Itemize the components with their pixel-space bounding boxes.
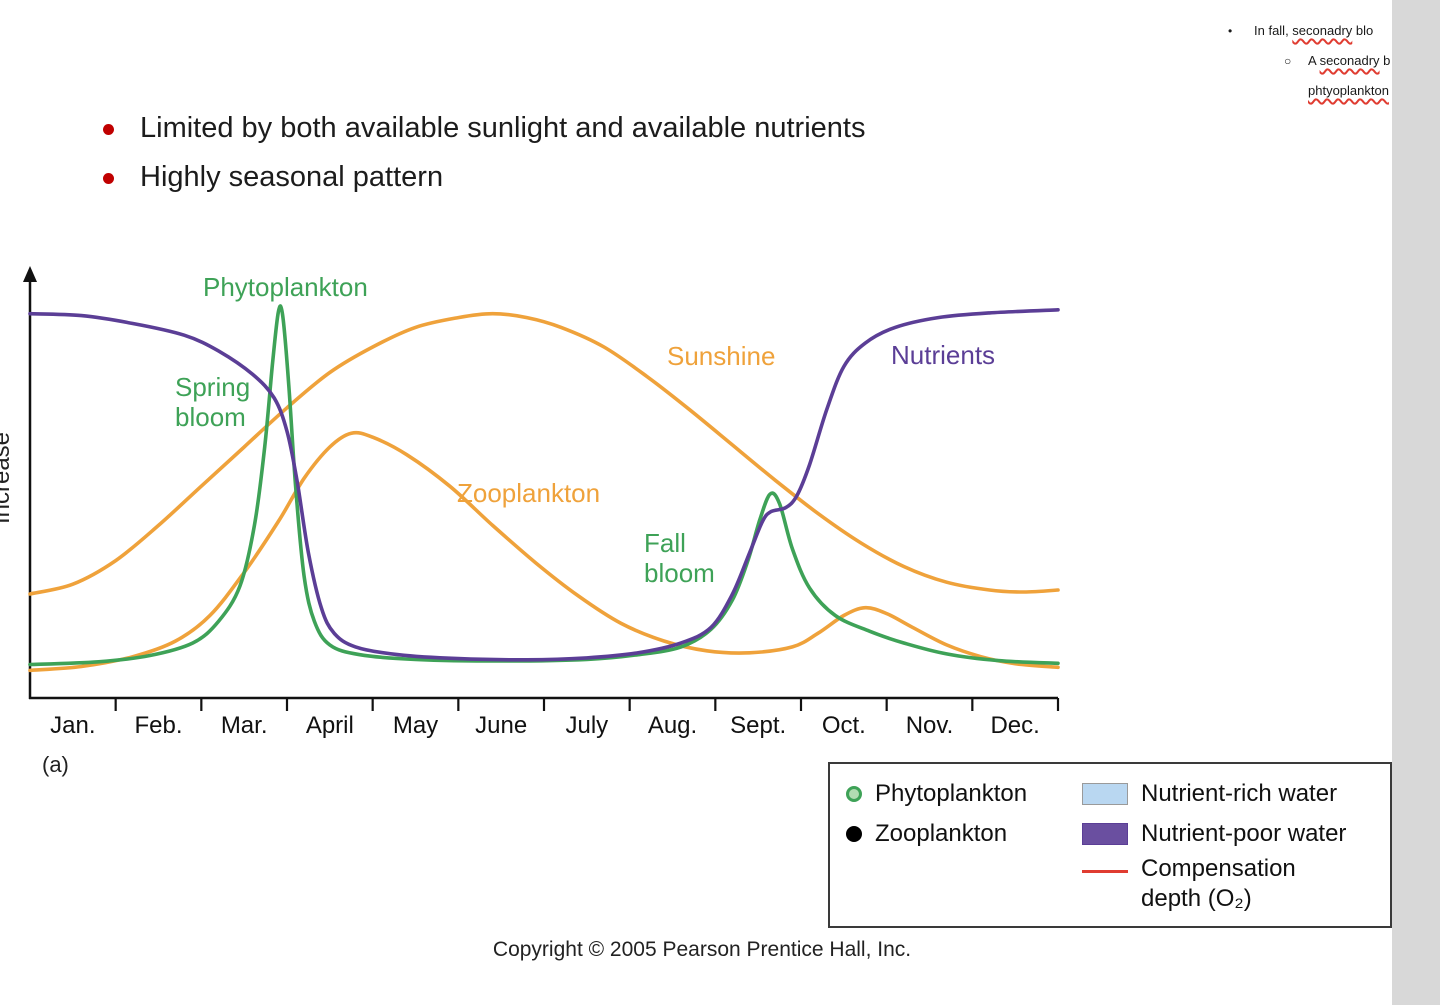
- note-text: phtyoplankton: [1308, 76, 1389, 105]
- series-curve-nutrients: [28, 308, 1060, 662]
- x-tick-label-jan: Jan.: [50, 712, 96, 739]
- series-curve-zooplankton: [28, 430, 1060, 673]
- note-text: A seconadry b: [1308, 46, 1390, 75]
- bullet-marker-icon: [103, 124, 114, 135]
- legend-column-2: Nutrient-rich water Nutrient-poor water Co…: [1082, 774, 1346, 914]
- circle-marker: ○: [1284, 54, 1292, 68]
- series-curve-phytoplankton: [28, 304, 1060, 667]
- legend-item-zooplankton: Zooplankton: [846, 814, 1027, 854]
- compensation-depth-line-icon: [1082, 870, 1128, 873]
- misspelled-word: phtyoplankton: [1308, 83, 1389, 98]
- legend-item-nutrient-rich-water: Nutrient-rich water: [1082, 774, 1346, 814]
- legend-label: Phytoplankton: [875, 780, 1028, 807]
- x-tick-label-aug: Aug.: [647, 712, 698, 739]
- x-tick-label-mar: Mar.: [220, 712, 268, 739]
- x-tick-label-dec: Dec.: [990, 712, 1040, 739]
- note-word: A: [1308, 53, 1320, 68]
- note-word: b: [1379, 53, 1391, 68]
- legend-item-compensation-depth-o-: Compensation depth (O₂): [1082, 854, 1346, 914]
- bullet-text: Highly seasonal pattern: [140, 161, 444, 193]
- bullet-item: Highly seasonal pattern: [103, 161, 865, 194]
- legend-column-1: Phytoplankton Zooplankton: [846, 774, 1027, 854]
- water-swatch-icon: [1082, 823, 1128, 845]
- x-tick-label-sept: Sept.: [730, 712, 787, 739]
- legend-label: Nutrient-poor water: [1141, 820, 1347, 847]
- note-word: In fall,: [1254, 23, 1293, 38]
- phytoplankton-circle-icon: [846, 786, 862, 802]
- y-axis-arrow-icon: [23, 266, 37, 282]
- x-tick-label-oct: Oct.: [821, 712, 866, 739]
- note-text: In fall, seconadry blo: [1254, 16, 1373, 45]
- bullet-list: Limited by both available sunlight and a…: [103, 112, 865, 210]
- x-tick-label-april: April: [305, 712, 354, 739]
- legend-item-nutrient-poor-water: Nutrient-poor water: [1082, 814, 1346, 854]
- legend-label: Compensation depth (O₂): [1141, 855, 1296, 912]
- copyright-text: Copyright © 2005 Pearson Prentice Hall, …: [492, 938, 912, 961]
- x-tick-label-nov: Nov.: [905, 712, 954, 739]
- note-line: • In fall, seconadry blo: [1228, 16, 1440, 46]
- legend-label: Zooplankton: [875, 820, 1008, 847]
- seasonal-plankton-chart: [0, 258, 1080, 713]
- bullet-marker-icon: [103, 173, 114, 184]
- right-gray-strip: [1392, 0, 1440, 1005]
- zooplankton-circle-icon: [846, 826, 862, 842]
- note-word: blo: [1352, 23, 1374, 38]
- panel-label-a: (a): [42, 752, 69, 777]
- legend-item-phytoplankton: Phytoplankton: [846, 774, 1027, 814]
- note-line: phtyoplankton: [1308, 76, 1440, 105]
- x-tick-label-july: July: [565, 712, 609, 739]
- bullet-item: Limited by both available sunlight and a…: [103, 112, 865, 145]
- bullet-text: Limited by both available sunlight and a…: [140, 112, 866, 144]
- note-line: ○ A seconadry b: [1284, 46, 1440, 76]
- x-axis-tick-labels: Jan. Feb. Mar. April May June July Aug. Sept. Oct…: [0, 712, 1080, 744]
- misspelled-word: seconadry: [1319, 53, 1380, 68]
- chart-canvas: [23, 266, 1060, 711]
- bullet-marker: •: [1228, 24, 1233, 38]
- series-curve-sunshine: [28, 311, 1060, 596]
- legend-label: Nutrient-rich water: [1141, 780, 1338, 807]
- water-swatch-icon: [1082, 783, 1128, 805]
- misspelled-word: seconadry: [1292, 23, 1353, 38]
- top-right-note: • In fall, seconadry blo ○ A seconadry b pht…: [1216, 16, 1440, 105]
- x-tick-label-may: May: [392, 712, 439, 739]
- x-tick-label-feb: Feb.: [134, 712, 183, 739]
- x-tick-label-june: June: [475, 712, 528, 739]
- legend-box: Phytoplankton Zooplankton Nutrient-rich w…: [828, 762, 1392, 928]
